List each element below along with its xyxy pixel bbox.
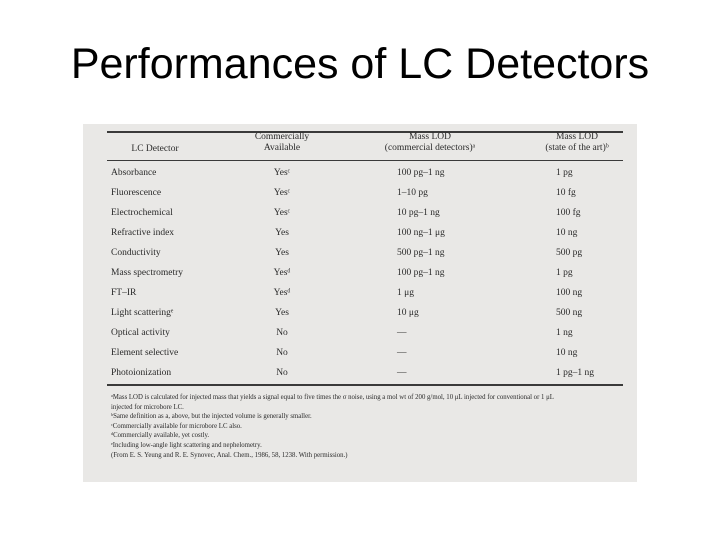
lod-commercial-cell: 10 μg xyxy=(397,308,419,318)
detector-name: Absorbance xyxy=(111,168,157,178)
table-row: Element selective No — 10 ng xyxy=(107,343,623,363)
lod-state-cell: 500 pg xyxy=(556,248,583,258)
table-row: Absorbance Yesᶜ 100 pg–1 ng 1 pg xyxy=(107,163,623,183)
header-commercial-line1: Commercially xyxy=(254,132,310,142)
lod-state-cell: 1 pg xyxy=(556,168,573,178)
lod-state-cell: 10 fg xyxy=(556,188,576,198)
footnote-line: (From E. S. Yeung and R. E. Synovec, Ana… xyxy=(111,451,348,459)
header-mass-lod-commercial: Mass LOD (commercial detectors)ᵃ xyxy=(369,132,491,154)
table-row: Light scatteringᵉ Yes 10 μg 500 ng xyxy=(107,303,623,323)
available-cell: Yesᶜ xyxy=(273,208,291,218)
available-cell: Yesᶜ xyxy=(273,168,291,178)
lod-state-cell: 100 ng xyxy=(556,288,583,298)
table-row: Photoionization No — 1 pg–1 ng xyxy=(107,363,623,383)
footnote-line: ᵃMass LOD is calculated for injected mas… xyxy=(111,394,554,401)
detector-name: FT–IR xyxy=(111,288,137,298)
header-mass-lod-line1: Mass LOD xyxy=(409,132,451,142)
footnote-line: injected for microbore LC. xyxy=(111,403,184,411)
detector-name: Mass spectrometry xyxy=(111,268,184,278)
lod-commercial-cell: 1–10 pg xyxy=(397,188,428,198)
detector-name: Fluorescence xyxy=(111,188,162,198)
available-cell: Yes xyxy=(275,308,289,318)
header-rule xyxy=(107,160,623,161)
lod-state-cell: 100 fg xyxy=(556,208,581,218)
footnote-line: ᵈCommercially available, yet costly. xyxy=(111,432,210,440)
lod-commercial-cell: — xyxy=(397,328,407,338)
lod-commercial-cell: 1 μg xyxy=(397,288,414,298)
header-mass-lod-state: Mass LOD (state of the art)ᵇ xyxy=(531,132,623,154)
available-cell: No xyxy=(276,368,288,378)
table-row: Refractive index Yes 100 ng–1 μg 10 ng xyxy=(107,223,623,243)
available-cell: No xyxy=(276,328,288,338)
table-row: Optical activity No — 1 ng xyxy=(107,323,623,343)
detector-name: Optical activity xyxy=(111,328,170,338)
header-commercially-available: Commercially Available xyxy=(237,132,327,154)
lod-commercial-cell: 100 ng–1 μg xyxy=(397,228,445,238)
lod-state-cell: 1 pg xyxy=(556,268,573,278)
table-bottom-rule xyxy=(107,384,623,386)
detector-name: Element selective xyxy=(111,348,179,358)
available-cell: Yesᵈ xyxy=(273,288,291,298)
table-top-rule xyxy=(107,131,623,133)
table-row: Conductivity Yes 500 pg–1 ng 500 pg xyxy=(107,243,623,263)
lod-commercial-cell: — xyxy=(397,368,407,378)
table-row: Mass spectrometry Yesᵈ 100 pg–1 ng 1 pg xyxy=(107,263,623,283)
footnote-line: ᵇSame definition as a, above, but the in… xyxy=(111,413,312,421)
lod-commercial-cell: — xyxy=(397,348,407,358)
header-state-line2: (state of the art)ᵇ xyxy=(545,143,609,153)
table-row: Fluorescence Yesᶜ 1–10 pg 10 fg xyxy=(107,183,623,203)
lod-commercial-cell: 100 pg–1 ng xyxy=(397,168,445,178)
lod-state-cell: 10 ng xyxy=(556,228,578,238)
available-cell: Yes xyxy=(275,248,289,258)
available-cell: No xyxy=(276,348,288,358)
detector-name: Electrochemical xyxy=(111,208,173,218)
footnote-line: ᵉIncluding low-angle light scattering an… xyxy=(111,441,262,449)
lod-state-cell: 1 pg–1 ng xyxy=(556,368,594,378)
lod-state-cell: 1 ng xyxy=(556,328,573,338)
detector-name: Refractive index xyxy=(111,228,175,238)
available-cell: Yes xyxy=(275,228,289,238)
header-mass-lod-line2: (commercial detectors)ᵃ xyxy=(384,143,476,153)
header-commercial-line2: Available xyxy=(263,143,301,153)
detector-name: Conductivity xyxy=(111,248,161,258)
scanned-table-image: LC Detector Commercially Available Mass … xyxy=(83,124,637,482)
lod-commercial-cell: 500 pg–1 ng xyxy=(397,248,445,258)
detector-name: Photoionization xyxy=(111,368,172,378)
table-row: Electrochemical Yesᶜ 10 pg–1 ng 100 fg xyxy=(107,203,623,223)
lod-commercial-cell: 10 pg–1 ng xyxy=(397,208,440,218)
table-row: FT–IR Yesᵈ 1 μg 100 ng xyxy=(107,283,623,303)
available-cell: Yesᶜ xyxy=(273,188,291,198)
available-cell: Yesᵈ xyxy=(273,268,291,278)
lod-state-cell: 10 ng xyxy=(556,348,578,358)
lod-commercial-cell: 100 pg–1 ng xyxy=(397,268,445,278)
header-detector: LC Detector xyxy=(131,144,179,154)
slide-title: Performances of LC Detectors xyxy=(70,40,650,88)
table-footnotes: ᵃMass LOD is calculated for injected mas… xyxy=(111,393,616,460)
footnote-line: ᶜCommercially available for microbore LC… xyxy=(111,422,242,430)
header-state-line1: Mass LOD xyxy=(556,132,598,142)
detector-name: Light scatteringᵉ xyxy=(111,308,174,318)
lod-state-cell: 500 ng xyxy=(556,308,583,318)
detector-table: LC Detector Commercially Available Mass … xyxy=(107,130,623,474)
